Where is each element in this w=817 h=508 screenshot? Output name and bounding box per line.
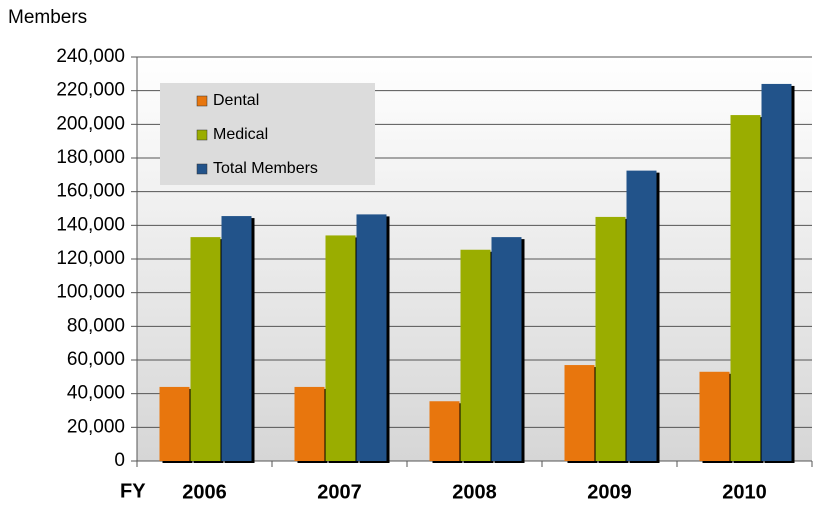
bar — [626, 170, 657, 461]
y-tick-label: 180,000 — [56, 147, 125, 168]
bar — [699, 371, 730, 461]
y-tick-label: 20,000 — [67, 416, 125, 437]
bar — [730, 115, 761, 461]
y-tick-label: 160,000 — [56, 181, 125, 202]
x-tick-label: 2006 — [182, 481, 227, 503]
y-tick-label: 200,000 — [56, 113, 125, 134]
bar — [595, 216, 626, 461]
bar — [325, 235, 356, 461]
bar — [356, 214, 387, 461]
legend-swatch — [196, 163, 208, 175]
y-tick-label: 0 — [114, 450, 125, 471]
x-tick-label: 2007 — [317, 481, 362, 503]
legend-label: Medical — [213, 126, 268, 143]
x-tick-label: 2008 — [452, 481, 497, 503]
y-tick-label: 140,000 — [56, 214, 125, 235]
y-tick-label: 60,000 — [67, 349, 125, 370]
bar — [190, 237, 221, 461]
y-tick-label: 80,000 — [67, 315, 125, 336]
y-tick-label: 220,000 — [56, 80, 125, 101]
bar — [761, 83, 792, 461]
x-tick-label: 2009 — [587, 481, 632, 503]
bar — [564, 365, 595, 461]
bar — [221, 216, 252, 461]
legend-swatch — [196, 95, 208, 107]
bar — [159, 386, 190, 461]
y-tick-label: 100,000 — [56, 282, 125, 303]
y-tick-label: 120,000 — [56, 248, 125, 269]
bar — [429, 401, 460, 461]
bar — [460, 249, 491, 461]
legend-box — [160, 83, 375, 185]
legend-label: Dental — [213, 92, 259, 109]
y-tick-label: 240,000 — [56, 46, 125, 67]
x-tick-label: 2010 — [722, 481, 767, 503]
bar — [294, 386, 325, 461]
bar — [491, 237, 522, 461]
y-axis-label: Members — [8, 7, 87, 28]
y-tick-label: 40,000 — [67, 383, 125, 404]
legend-swatch — [196, 129, 208, 141]
legend-label: Total Members — [213, 160, 318, 177]
x-axis-label: FY — [120, 480, 146, 502]
